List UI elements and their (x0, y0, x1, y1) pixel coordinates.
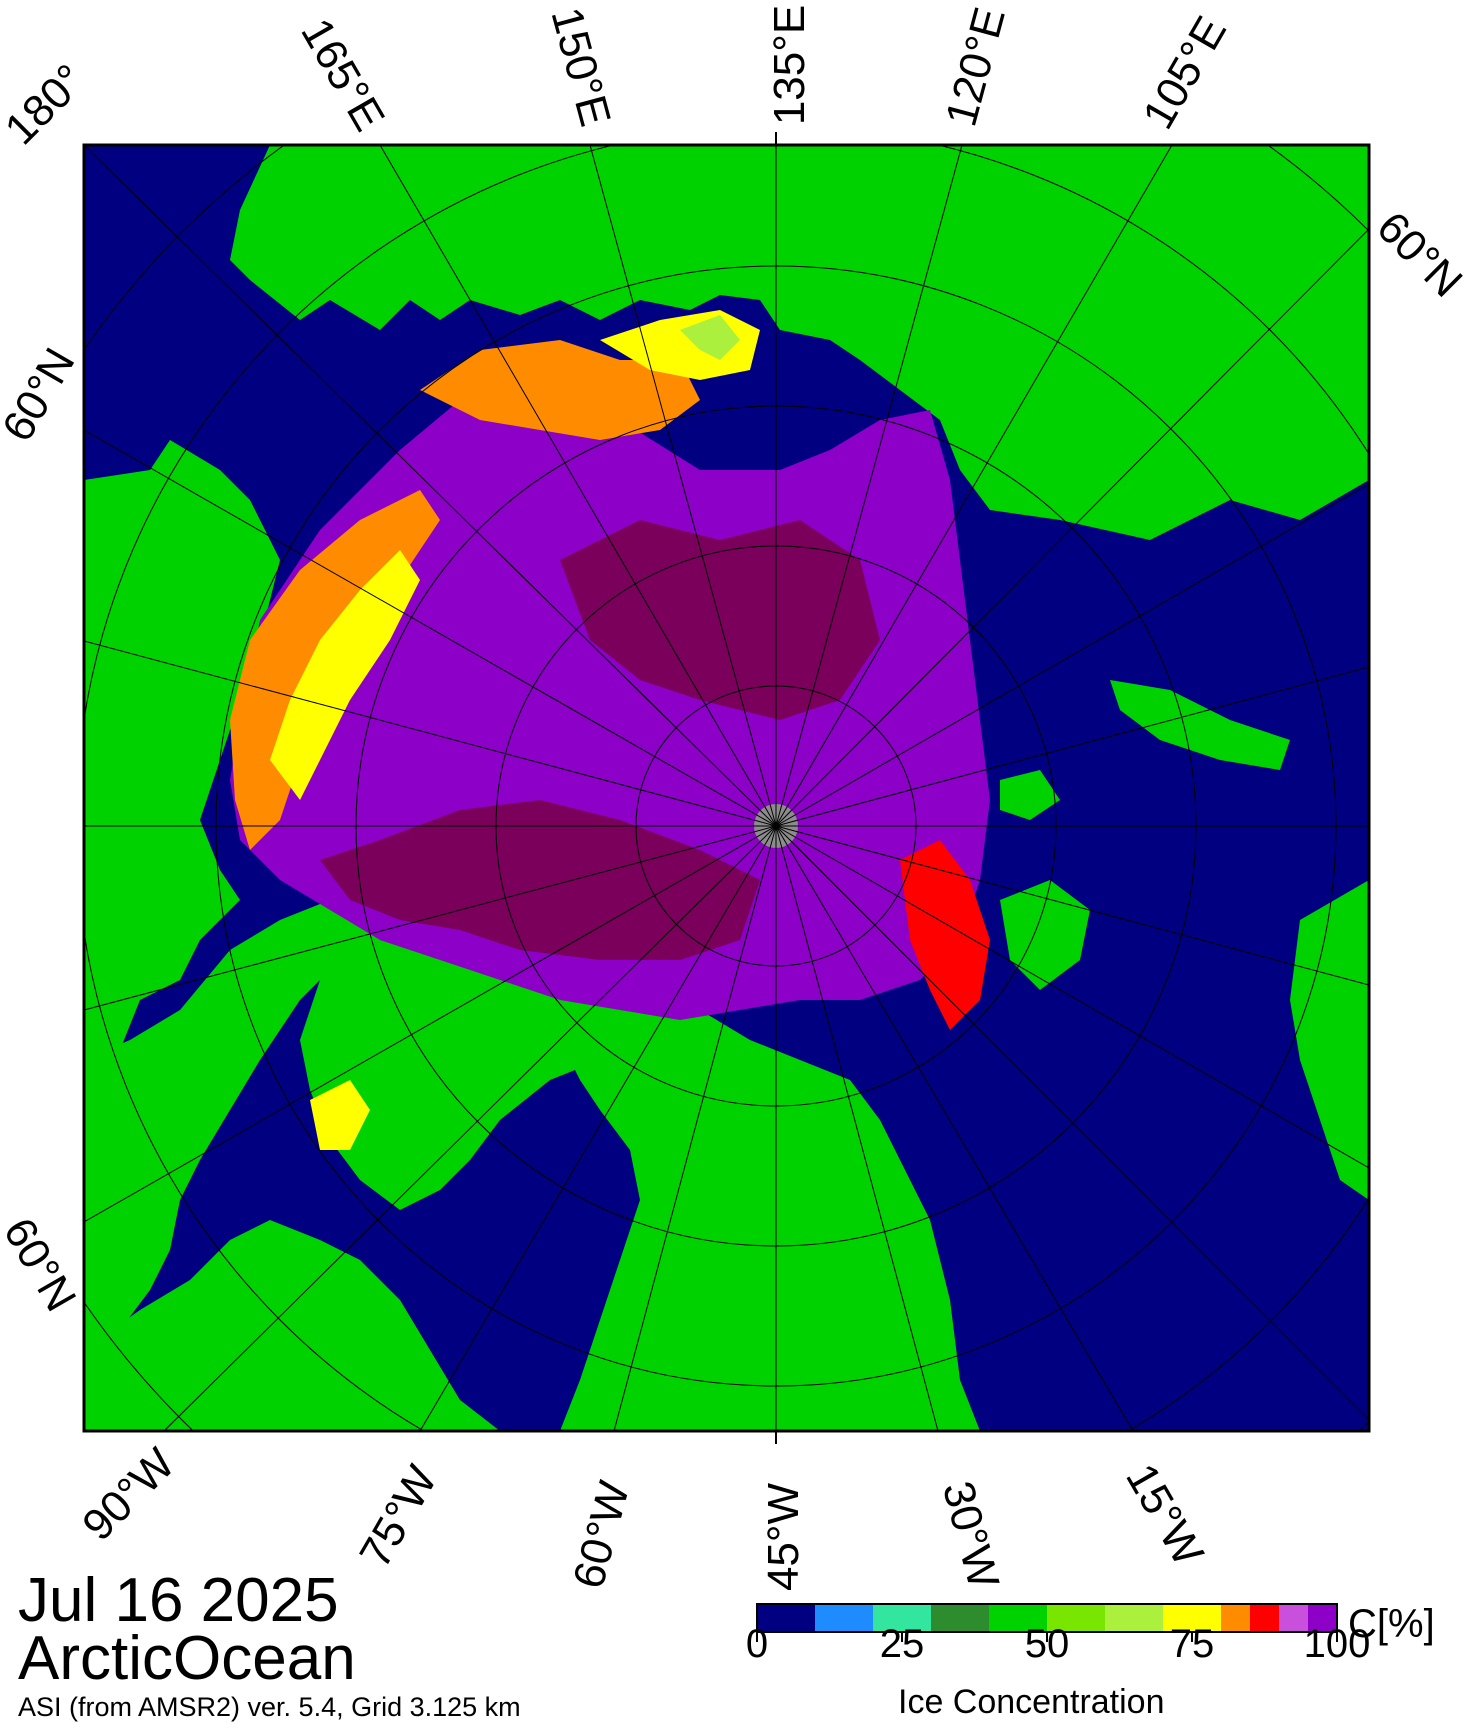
legend-title: Ice Concentration (898, 1683, 1165, 1721)
legend-unit: C[%] (1348, 1602, 1435, 1646)
legend-tick-25: 25 (879, 1622, 925, 1666)
meridian-120w (84, 825, 777, 1011)
legend-tick-100: 100 (1303, 1622, 1371, 1666)
meridian-75e (775, 483, 1369, 827)
map-date: Jul 16 2025 (18, 1566, 339, 1635)
ice-70-80-hudson (310, 1080, 370, 1150)
meridian-90w (163, 825, 777, 1431)
legend-bin-70-80 (1163, 1604, 1221, 1632)
meridian-15w (775, 825, 1134, 1431)
meridian-0 (775, 825, 1369, 1421)
ice-multiyear-core (320, 800, 760, 960)
land-greenland (560, 990, 980, 1431)
legend-tick-75: 75 (1169, 1622, 1215, 1666)
meridian-150w (84, 640, 777, 827)
ice-80-90-atlantic (900, 840, 990, 1030)
meridian-30e (775, 825, 1369, 986)
map-frame (82, 143, 1371, 1433)
land-archipelago (300, 890, 640, 1210)
data-source: ASI (from AMSR2) ver. 5.4, Grid 3.125 km (18, 1692, 521, 1722)
land-novaya-zemlya (1110, 680, 1290, 770)
land-alaska-canada-west (84, 440, 280, 1060)
legend-tick-50: 50 (1024, 1622, 1070, 1666)
legend-bin-85-90 (1250, 1604, 1279, 1632)
legend-bin-10-20 (815, 1604, 873, 1632)
map-region: ArcticOcean (18, 1624, 356, 1693)
land-scandinavia (1290, 880, 1369, 1200)
legend-bin-0-10 (757, 1604, 815, 1632)
legend-bin-30-40 (931, 1604, 989, 1632)
meridian-15e (775, 825, 1369, 1169)
meridian-30w (775, 825, 939, 1431)
meridian-150e (589, 145, 777, 827)
ice-50-70-siberian (680, 315, 740, 360)
legend-bin-20-30 (873, 1604, 931, 1632)
land-masses (84, 145, 1369, 1431)
meridian-60w (613, 825, 777, 1431)
legend-bin-80-85 (1221, 1604, 1250, 1632)
land-canada-north (84, 880, 360, 1350)
meridian-105e (775, 145, 1173, 827)
legend-bin-60-70 (1105, 1604, 1163, 1632)
legend-tick-0: 0 (745, 1622, 769, 1666)
meridian-105w (84, 825, 777, 1223)
meridian-165e (379, 145, 777, 827)
meridian-180 (84, 145, 777, 827)
meridian-120e (775, 145, 963, 827)
land-baffin (84, 1220, 500, 1431)
lon-label-45w: 45°W (759, 1482, 809, 1592)
meridian-75w (419, 825, 777, 1431)
legend-bin-95-100 (1308, 1604, 1337, 1632)
meridian-90e (775, 228, 1369, 827)
legend-bin-40-50 (989, 1604, 1047, 1632)
meridian-165w (84, 429, 777, 827)
lon-label-135e: 135°E (765, 4, 815, 126)
legend-colorbar (757, 1604, 1337, 1632)
land-siberia (230, 145, 1369, 540)
meridian-60e (775, 666, 1369, 827)
legend-tick-marks (756, 1632, 1338, 1642)
legend-bin-90-95 (1279, 1604, 1308, 1632)
ice-80-90-siberian (420, 340, 700, 440)
land-svalbard (1000, 880, 1090, 990)
land-franz-josef (1000, 770, 1060, 820)
ice-70-80-west (270, 550, 420, 800)
legend-bin-50-60 (1047, 1604, 1105, 1632)
